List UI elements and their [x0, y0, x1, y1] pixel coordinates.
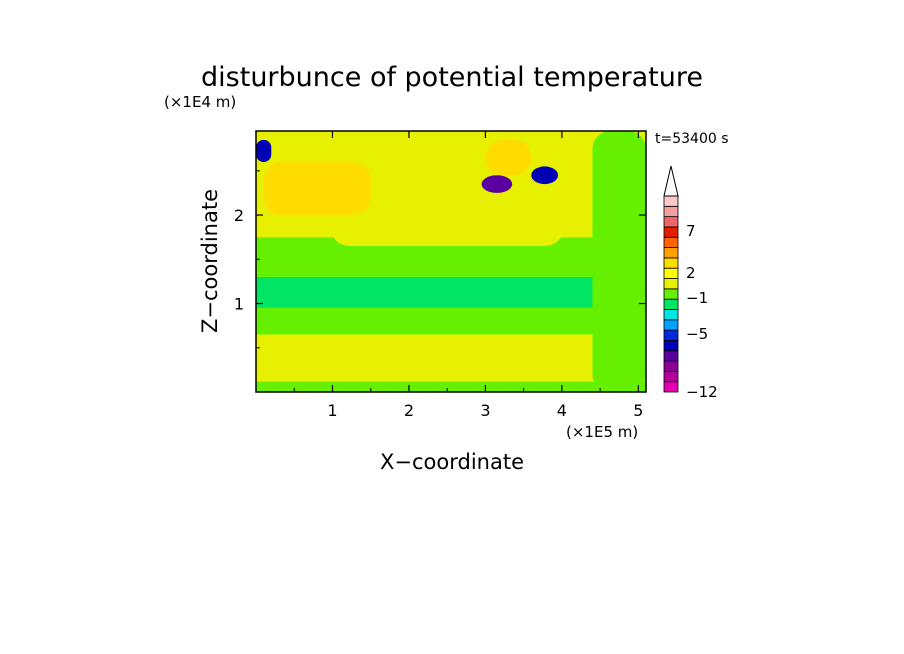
field-region — [256, 276, 646, 308]
colorbar-swatch — [663, 329, 679, 341]
colorbar-swatch — [663, 226, 679, 238]
colorbar-swatch — [663, 360, 679, 372]
colorbar-swatch — [663, 257, 679, 269]
colorbar-label: 2 — [686, 264, 696, 282]
colorbar-swatch — [663, 298, 679, 310]
time-label: t=53400 s — [655, 131, 729, 147]
chart-title: disturbunce of potential temperature — [201, 62, 703, 93]
x-multiplier-label: (×1E5 m) — [566, 423, 638, 441]
colorbar-swatch — [663, 278, 679, 290]
field-region — [592, 131, 646, 392]
x-axis-label: X−coordinate — [380, 450, 524, 474]
plot-frame — [255, 130, 647, 393]
field-region — [485, 139, 532, 176]
colorbar-swatch — [663, 205, 679, 218]
colorbar: 7 2 −1 −5 −12 — [663, 165, 718, 401]
colorbar-swatch — [663, 381, 679, 393]
x-tick-label: 2 — [404, 401, 414, 420]
colorbar-swatch — [663, 267, 679, 279]
y-multiplier-label: (×1E4 m) — [164, 93, 236, 111]
y-tick-label: 2 — [234, 206, 244, 225]
x-tick-label: 3 — [480, 401, 490, 420]
field-region — [256, 381, 646, 392]
colorbar-label: 7 — [686, 222, 696, 240]
colorbar-swatch — [663, 216, 679, 228]
x-tick-label: 1 — [327, 401, 337, 420]
colorbar-swatch — [663, 309, 679, 321]
y-axis-label: Z−coordinate — [198, 189, 222, 333]
colorbar-label: −1 — [686, 289, 708, 307]
x-tick-label: 5 — [633, 401, 643, 420]
colorbar-swatch — [663, 195, 679, 207]
field-region — [481, 175, 513, 193]
axes: 1 2 3 4 5 1 2 — [234, 131, 646, 420]
x-tick-label: 4 — [557, 401, 567, 420]
plot-field — [256, 131, 646, 392]
field-region — [263, 161, 371, 216]
colorbar-swatch — [663, 340, 679, 352]
colorbar-label: −5 — [686, 325, 708, 343]
colorbar-swatch — [663, 370, 679, 383]
field-region — [256, 139, 272, 162]
colorbar-swatch — [663, 288, 679, 300]
colorbar-swatch — [663, 319, 679, 331]
field-region — [332, 219, 562, 247]
colorbar-swatch — [663, 247, 679, 259]
colorbar-extend-arrow — [663, 165, 679, 197]
colorbar-swatch — [663, 350, 679, 362]
y-tick-label: 1 — [234, 295, 244, 314]
field-region — [256, 334, 646, 382]
field-region — [256, 307, 646, 335]
colorbar-label: −12 — [686, 383, 718, 401]
field-region — [531, 166, 559, 185]
colorbar-swatch — [663, 236, 679, 248]
